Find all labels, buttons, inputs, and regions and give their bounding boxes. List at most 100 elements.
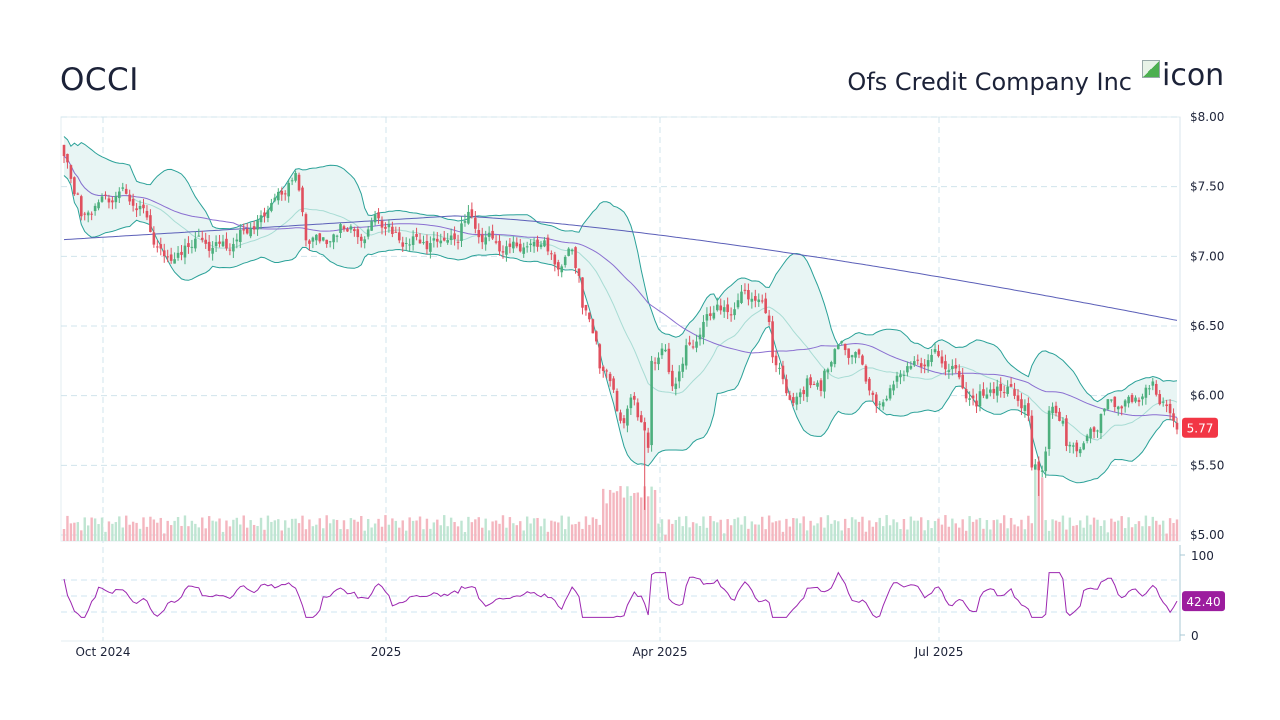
volume-bar: [487, 530, 491, 541]
volume-bar: [446, 526, 449, 541]
candle-down: [1092, 427, 1096, 432]
volume-bar: [574, 524, 577, 541]
volume-bar: [809, 520, 812, 541]
candle-up: [525, 246, 529, 248]
volume-bar: [1165, 533, 1168, 541]
candle-down: [1020, 399, 1023, 409]
candle-down: [1016, 395, 1020, 401]
volume-bar: [996, 519, 999, 541]
candle-up: [1127, 396, 1130, 404]
candle-up: [698, 334, 702, 340]
volume-bar: [522, 530, 525, 541]
volume-bar: [681, 526, 684, 541]
volume-bar: [971, 521, 975, 541]
candle-up: [1116, 406, 1120, 410]
volume-bar: [387, 524, 391, 541]
last-price-value: 5.77: [1187, 422, 1214, 436]
candle-up: [1096, 430, 1099, 432]
candle-up: [902, 374, 906, 376]
volume-bar: [968, 516, 971, 541]
candle-down: [584, 304, 588, 311]
volume-bar: [83, 517, 86, 541]
volume-bar: [944, 515, 947, 541]
volume-bar: [1068, 517, 1072, 541]
candle-down: [415, 234, 418, 237]
candle-down: [474, 217, 477, 229]
volume-bar: [837, 521, 840, 541]
candle-down: [553, 254, 557, 265]
candle-down: [204, 239, 208, 244]
candle-down: [391, 226, 394, 234]
volume-bar: [404, 530, 408, 541]
volume-bar: [232, 519, 235, 541]
candle-down: [864, 365, 868, 382]
volume-bar: [761, 516, 764, 541]
volume-bar: [1158, 524, 1161, 541]
candle-down: [1165, 404, 1168, 407]
volume-bar: [76, 522, 80, 541]
volume-bar: [491, 521, 494, 541]
volume-bar: [1079, 520, 1082, 541]
candle-down: [781, 365, 785, 380]
candle-down: [916, 359, 920, 361]
volume-bar: [602, 488, 605, 541]
broken-image-icon: [1142, 60, 1160, 78]
candle-down: [809, 377, 812, 386]
candle-up: [176, 252, 180, 258]
candle-up: [259, 215, 263, 223]
candle-down: [1168, 403, 1172, 414]
candle-up: [505, 246, 508, 255]
candle-down: [937, 350, 940, 357]
candle-up: [287, 182, 290, 197]
volume-bar: [871, 526, 875, 541]
candle-up: [650, 360, 653, 446]
candle-up: [833, 349, 837, 365]
last-rsi-value: 42.40: [1186, 595, 1220, 609]
volume-bar: [951, 518, 954, 541]
candle-down: [456, 241, 460, 243]
candle-down: [636, 402, 640, 418]
volume-bar: [1082, 527, 1085, 541]
volume-bar: [633, 493, 636, 541]
volume-bar: [335, 519, 339, 541]
volume-bar: [878, 517, 881, 541]
candle-up: [560, 266, 564, 273]
volume-bar: [494, 520, 498, 541]
volume-bar: [726, 519, 729, 541]
volume-bar: [812, 525, 816, 541]
volume-bar: [619, 486, 622, 541]
candle-up: [677, 371, 681, 382]
volume-bar: [519, 521, 522, 541]
candle-up: [273, 197, 277, 201]
candle-up: [895, 375, 899, 382]
candle-down: [62, 144, 66, 157]
candle-up: [543, 240, 546, 247]
volume-bar: [197, 527, 201, 541]
volume-bar: [778, 520, 781, 541]
candle-down: [785, 379, 788, 394]
candle-up: [695, 341, 698, 348]
volume-bar: [940, 524, 944, 541]
volume-bar: [588, 524, 591, 541]
candle-down: [729, 314, 733, 316]
candle-up: [1141, 396, 1144, 400]
candle-up: [854, 352, 857, 358]
candle-down: [612, 378, 615, 390]
candle-down: [162, 250, 166, 257]
price-axis-label: $8.00: [1190, 110, 1224, 124]
volume-bar: [906, 529, 909, 541]
volume-bar: [674, 520, 678, 541]
candle-up: [951, 365, 954, 370]
volume-bar: [270, 521, 273, 541]
candle-up: [1123, 400, 1127, 407]
candle-up: [930, 354, 933, 362]
candle-up: [626, 408, 629, 426]
candle-down: [384, 226, 387, 229]
candle-up: [86, 212, 90, 216]
volume-bar: [733, 518, 736, 541]
volume-bar: [577, 521, 581, 541]
volume-bar: [149, 516, 152, 541]
volume-bar: [69, 523, 73, 541]
volume-bar: [684, 516, 688, 541]
